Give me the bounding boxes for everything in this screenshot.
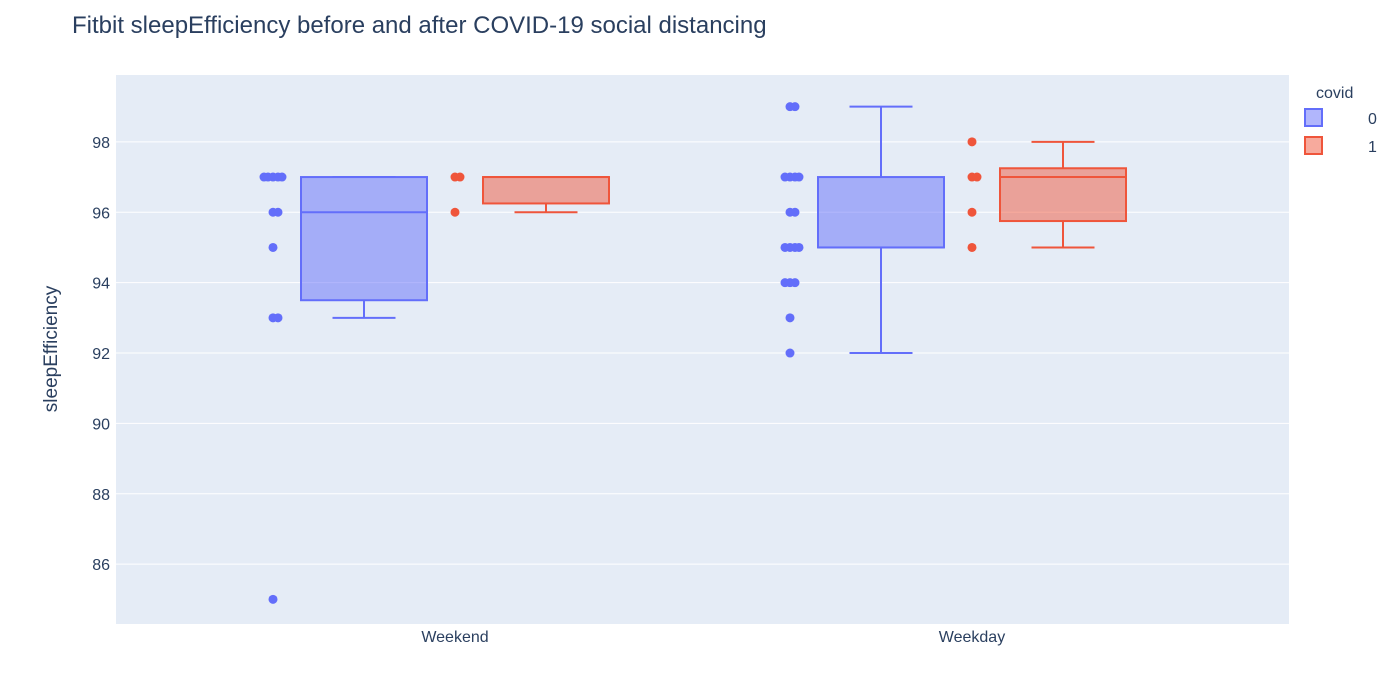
legend-item[interactable]: 1 <box>1304 136 1377 156</box>
data-point <box>268 594 278 604</box>
box-iqr <box>300 176 428 302</box>
y-tick-label: 92 <box>92 346 110 363</box>
legend-title: covid <box>1316 85 1353 102</box>
data-point <box>790 278 800 288</box>
data-point <box>455 172 465 182</box>
box-iqr <box>817 176 945 249</box>
legend-swatch <box>1304 108 1323 127</box>
data-point <box>967 137 977 147</box>
chart-title: Fitbit sleepEfficiency before and after … <box>72 12 767 39</box>
data-point <box>790 102 800 112</box>
box-group <box>780 102 945 358</box>
box-iqr <box>482 176 610 205</box>
y-tick-labels: 86 88 90 92 94 96 98 <box>92 135 110 574</box>
data-point <box>780 278 790 288</box>
y-tick-label: 96 <box>92 205 110 222</box>
data-point <box>277 172 287 182</box>
data-point <box>967 242 977 252</box>
data-point <box>450 207 460 217</box>
legend-label: 0 <box>1368 111 1377 128</box>
data-point <box>268 242 278 252</box>
legend-label: 1 <box>1368 139 1377 156</box>
box-group <box>259 172 428 604</box>
y-tick-label: 94 <box>92 276 110 293</box>
data-point <box>273 313 283 323</box>
legend-item[interactable]: 0 <box>1304 108 1377 128</box>
y-tick-label: 86 <box>92 557 110 574</box>
legend[interactable]: covid 0 1 <box>1304 85 1377 156</box>
data-point <box>794 242 804 252</box>
legend-swatch <box>1304 136 1323 155</box>
data-point <box>273 207 283 217</box>
data-point <box>780 242 790 252</box>
y-tick-label: 98 <box>92 135 110 152</box>
box-group <box>450 172 610 217</box>
data-point <box>785 348 795 358</box>
y-axis-title: sleepEfficiency <box>41 285 62 412</box>
data-point <box>790 207 800 217</box>
box-group <box>967 137 1127 252</box>
data-point <box>967 207 977 217</box>
data-point <box>780 172 790 182</box>
x-tick-labels: Weekend Weekday <box>421 629 1005 646</box>
data-point <box>785 313 795 323</box>
x-tick-label: Weekend <box>421 629 488 646</box>
data-point <box>972 172 982 182</box>
plot-area <box>116 75 1289 624</box>
x-tick-label: Weekday <box>939 629 1005 646</box>
box-marks <box>259 102 1127 604</box>
data-point <box>794 172 804 182</box>
data-point <box>259 172 269 182</box>
y-tick-label: 88 <box>92 487 110 504</box>
y-tick-label: 90 <box>92 416 110 433</box>
